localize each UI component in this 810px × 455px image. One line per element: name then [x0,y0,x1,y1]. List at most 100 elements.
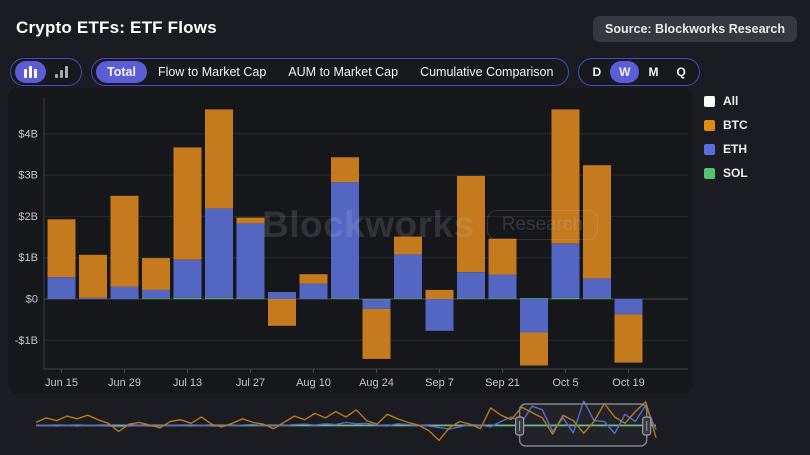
bar-segment-eth[interactable] [173,259,202,298]
chart-legend: All BTC ETH SOL [704,94,748,180]
bar-segment-btc[interactable] [551,109,580,244]
bar-segment-btc[interactable] [488,238,517,275]
bar-segment-btc[interactable] [362,308,391,359]
legend-item-sol[interactable]: SOL [704,166,748,180]
x-axis-label: Sep 21 [485,377,520,389]
legend-label: All [723,94,739,108]
bar-segment-eth[interactable] [236,223,265,299]
x-axis-label: Jul 13 [173,377,202,389]
legend-item-all[interactable]: All [704,94,748,108]
bar-segment-btc[interactable] [457,175,485,273]
bar-segment-btc[interactable] [236,217,265,224]
source-badge: Source: Blockworks Research [593,16,797,42]
bar-chart-icon[interactable] [15,61,46,83]
bar-segment-btc[interactable] [520,332,548,366]
y-axis-label: $1B [18,252,38,264]
bar-segment-sol[interactable] [488,298,517,299]
bar-segment-eth[interactable] [299,283,328,299]
bar-segment-btc[interactable] [614,314,643,363]
ascending-bars-icon[interactable] [46,61,77,83]
x-axis-label: Oct 5 [552,377,578,389]
bar-segment-btc[interactable] [425,289,454,299]
bar-segment-eth[interactable] [425,299,454,331]
bar-segment-eth[interactable] [551,243,580,298]
bar-segment-eth[interactable] [520,299,548,333]
navigator-line [35,401,657,442]
bar-segment-eth[interactable] [614,299,643,315]
x-axis-label: Oct 19 [612,377,644,389]
bar-segment-sol[interactable] [173,297,202,299]
bar-segment-eth[interactable] [457,272,485,299]
tab-aum-to-market-cap[interactable]: AUM to Market Cap [288,65,399,79]
navigator-line [35,400,657,435]
toolbar: Total Flow to Market Cap AUM to Market Cap… [10,58,700,86]
legend-swatch-btc [704,119,715,131]
x-axis-label: Jul 27 [236,377,265,389]
bar-segment-eth[interactable] [394,254,422,299]
bar-segment-sol[interactable] [142,298,170,299]
chart-panel: $4B $3B $2B $1B $0 -$1B Jun 15 Jun 29 Jul 13 Jul … [8,88,693,394]
bar-segment-btc[interactable] [110,195,139,287]
legend-label: ETH [723,142,747,156]
bar-segment-sol[interactable] [457,298,485,299]
x-axis-label: Aug 24 [359,377,394,389]
tab-cumulative-comparison[interactable]: Cumulative Comparison [420,65,554,79]
bar-segment-eth[interactable] [205,208,233,298]
bar-segment-btc[interactable] [331,157,359,183]
legend-label: BTC [723,118,748,132]
bar-segment-eth[interactable] [142,289,170,299]
bar-segment-eth[interactable] [362,299,391,309]
legend-label: SOL [723,166,748,180]
bar-segment-eth[interactable] [583,278,611,299]
x-axis-label: Sep 7 [425,377,454,389]
y-axis-label: $3B [18,170,38,182]
timeline-navigator [30,398,670,455]
legend-item-eth[interactable]: ETH [704,142,748,156]
y-axis-label: -$1B [15,335,38,347]
bar-segment-sol[interactable] [236,298,265,299]
page-title: Crypto ETFs: ETF Flows [16,18,217,37]
period-q[interactable]: Q [676,65,686,79]
bar-segment-sol[interactable] [362,299,391,300]
bar-segment-eth[interactable] [331,182,359,299]
bar-segment-btc[interactable] [394,236,422,255]
bar-segment-sol[interactable] [583,298,611,299]
bar-segment-sol[interactable] [520,298,548,299]
period-d[interactable]: D [592,65,602,79]
x-axis-label: Aug 10 [296,377,331,389]
chart-type-toggle-group [10,58,82,86]
bar-segment-btc[interactable] [173,147,202,260]
bar-segment-eth[interactable] [47,277,76,299]
navigator-chart[interactable] [30,398,670,450]
bar-segment-btc[interactable] [205,109,233,209]
bar-segment-eth[interactable] [488,274,517,299]
bar-segment-sol[interactable] [205,297,233,299]
bar-segment-btc[interactable] [583,165,611,279]
bar-segment-sol[interactable] [394,298,422,299]
y-axis-label: $2B [18,211,38,223]
bar-segment-btc[interactable] [47,219,76,278]
bar-segment-btc[interactable] [79,254,107,298]
legend-item-btc[interactable]: BTC [704,118,748,132]
legend-swatch-sol [704,167,715,179]
legend-swatch-eth [704,143,715,155]
period-m[interactable]: M [648,65,659,79]
bar-segment-eth[interactable] [79,297,107,299]
stacked-bar-chart[interactable]: $4B $3B $2B $1B $0 -$1B Jun 15 Jun 29 Jul 13 Jul … [8,88,693,394]
tab-total[interactable]: Total [96,61,147,83]
tab-flow-to-market-cap[interactable]: Flow to Market Cap [157,65,267,79]
bar-segment-btc[interactable] [299,274,328,284]
bar-segment-sol[interactable] [331,298,359,299]
x-axis-label: Jun 15 [45,377,78,389]
bar-segment-btc[interactable] [142,258,170,290]
bar-segment-btc[interactable] [268,299,296,326]
period-w[interactable]: W [610,61,640,83]
x-axis-label: Jun 29 [108,377,141,389]
bar-segment-eth[interactable] [268,292,296,299]
bar-segment-sol[interactable] [551,297,580,299]
brush-selection[interactable] [518,403,648,447]
y-axis-label: $4B [18,128,38,140]
y-axis-label: $0 [26,294,38,306]
bar-segment-eth[interactable] [110,286,139,299]
